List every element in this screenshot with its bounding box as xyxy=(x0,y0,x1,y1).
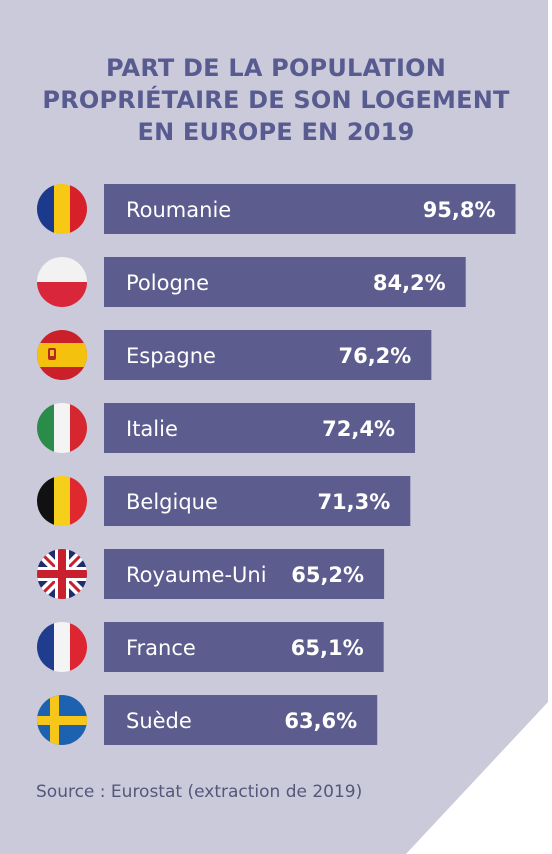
title-line-1: PART DE LA POPULATION xyxy=(105,54,447,82)
chart-title: PART DE LA POPULATION PROPRIÉTAIRE DE SO… xyxy=(0,52,552,148)
flag-belgium-icon xyxy=(37,476,87,526)
bar-category-label: Pologne xyxy=(126,271,209,295)
source-note: Source : Eurostat (extraction de 2019) xyxy=(36,782,363,802)
bar-value-label: 65,2% xyxy=(291,563,364,587)
bar-category-label: Royaume-Uni xyxy=(126,563,267,587)
bar-value-label: 71,3% xyxy=(317,490,390,514)
bar-category-label: Espagne xyxy=(126,344,216,368)
title-line-3: EN EUROPE EN 2019 xyxy=(137,118,415,146)
bar xyxy=(104,330,432,380)
bar-value-label: 76,2% xyxy=(338,344,411,368)
flag-sweden-icon xyxy=(37,695,87,745)
bar xyxy=(104,257,466,307)
bar-category-label: Italie xyxy=(126,417,178,441)
flags-group xyxy=(37,184,87,745)
flag-france-icon xyxy=(37,622,87,672)
flag-spain-icon xyxy=(37,330,87,380)
bar-value-label: 63,6% xyxy=(284,709,357,733)
flag-uk-icon xyxy=(37,549,87,599)
bar-category-label: France xyxy=(126,636,196,660)
bar-value-label: 95,8% xyxy=(423,198,496,222)
bar xyxy=(104,184,516,234)
bar-value-label: 65,1% xyxy=(291,636,364,660)
flag-romania-icon xyxy=(37,184,87,234)
bar-value-label: 72,4% xyxy=(322,417,395,441)
bars-group: Roumanie 95,8% Pologne 84,2% Espagne 76,2% Ita… xyxy=(104,184,516,745)
bar-value-label: 84,2% xyxy=(373,271,446,295)
bar-category-label: Roumanie xyxy=(126,198,231,222)
bar xyxy=(104,476,411,526)
bar-category-label: Suède xyxy=(126,709,192,733)
bar xyxy=(104,549,385,599)
bar-category-label: Belgique xyxy=(126,490,218,514)
bar xyxy=(104,403,416,453)
flag-poland-icon xyxy=(37,257,87,307)
flag-italy-icon xyxy=(37,403,87,453)
title-line-2: PROPRIÉTAIRE DE SON LOGEMENT xyxy=(42,86,510,114)
bar xyxy=(104,622,384,672)
bar xyxy=(104,695,378,745)
